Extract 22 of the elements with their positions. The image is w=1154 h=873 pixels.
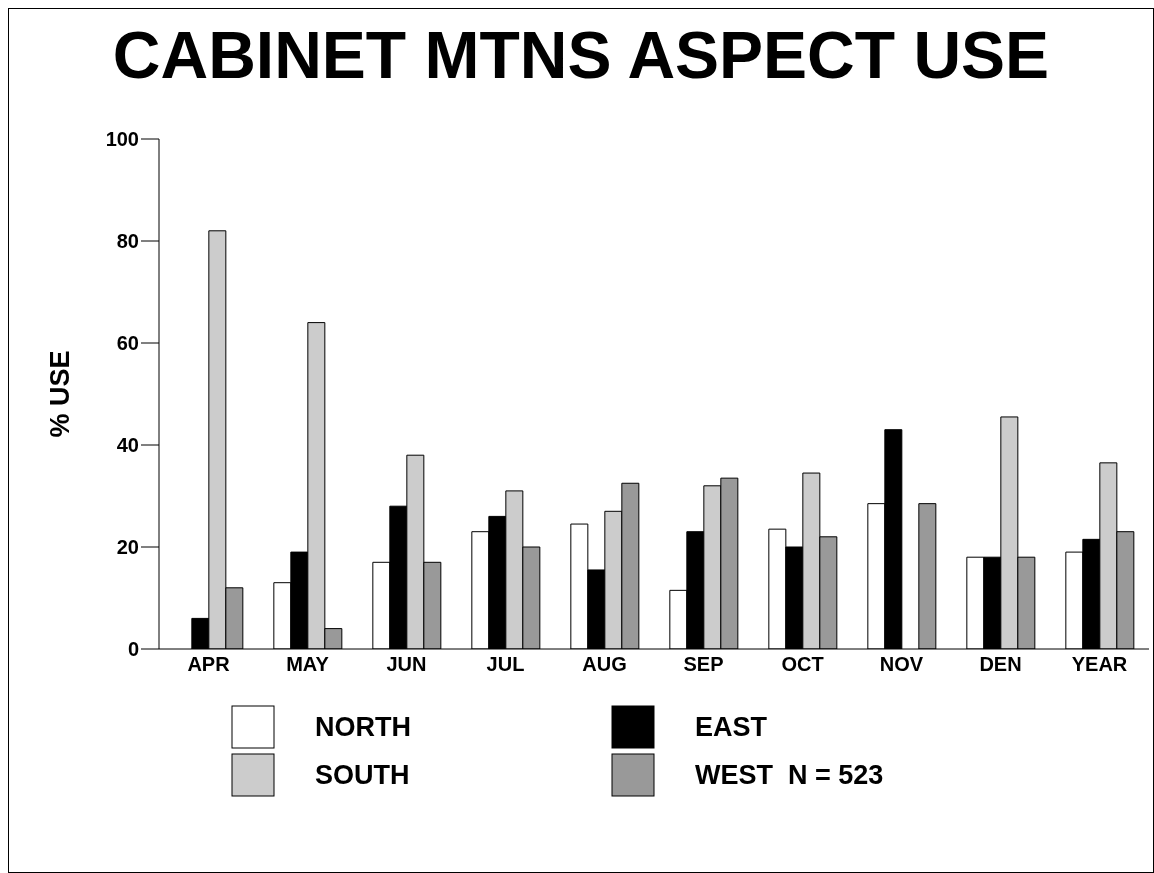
x-tick-label: AUG [582,653,627,676]
legend-label: EAST [695,711,768,743]
legend-label: SOUTH [315,759,410,791]
x-tick-label: DEN [979,653,1022,676]
legend-label: NORTH [315,711,411,743]
x-tick-label: MAY [286,653,330,676]
y-tick-label: 0 [127,638,139,661]
x-tick-label: NOV [879,653,924,676]
y-tick-label: 20 [116,536,139,559]
y-tick-label: 100 [105,128,139,151]
x-tick-label: JUN [386,653,427,676]
x-tick-label: SEP [683,653,724,676]
y-tick-label: 40 [116,434,139,457]
x-tick-label: YEAR [1071,653,1128,676]
x-tick-label: OCT [781,653,824,676]
y-tick-label: 80 [116,230,139,253]
y-tick-label: 60 [116,332,139,355]
y-axis-title: % USE [44,350,75,438]
x-tick-label: JUL [486,653,525,676]
chart-title: CABINET MTNS ASPECT USE [111,17,1051,94]
legend-label: WEST N = 523 [695,759,884,791]
x-tick-label: APR [187,653,231,676]
